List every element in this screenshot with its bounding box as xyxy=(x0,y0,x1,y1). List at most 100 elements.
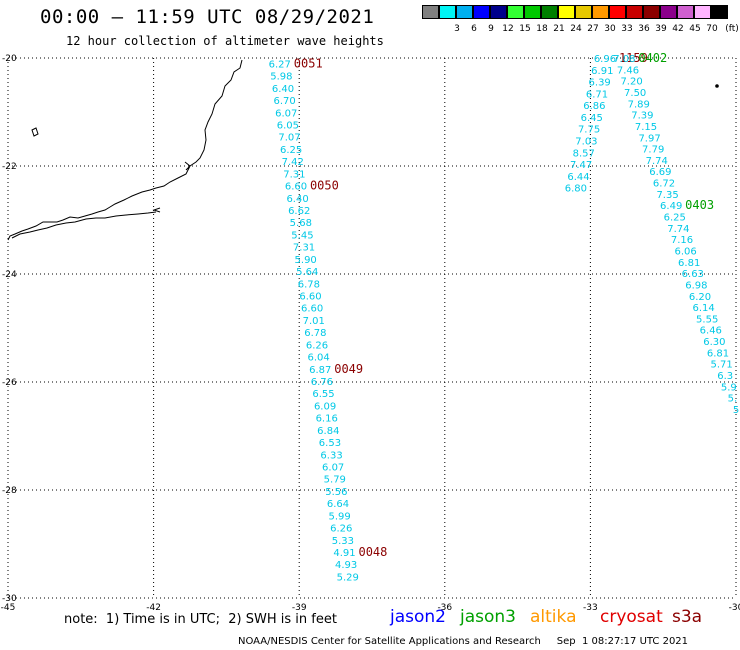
wave-height-value: 6.40 xyxy=(272,84,294,95)
wave-height-value: 7.15 xyxy=(635,122,657,133)
wave-height-value: 7.79 xyxy=(642,145,664,156)
wave-height-value: 6.30 xyxy=(703,337,725,348)
wave-height-value: 6.53 xyxy=(319,438,341,449)
wave-height-value: 6.20 xyxy=(689,292,711,303)
legend-swatch xyxy=(490,5,507,19)
lat-tick-label: -28 xyxy=(2,486,17,496)
legend-label: 36 xyxy=(638,24,650,34)
legend-label: 30 xyxy=(604,24,616,34)
wave-height-value: 6.55 xyxy=(312,389,334,400)
wave-height-value: 4.91 xyxy=(333,548,355,559)
wave-height-value: 5.45 xyxy=(291,230,313,241)
wave-height-value: 7.74 xyxy=(667,224,689,235)
legend-label: 45 xyxy=(689,24,701,34)
legend-label: 33 xyxy=(621,24,633,34)
pass-time-label: 0402 xyxy=(638,51,667,65)
wave-height-value: 6.78 xyxy=(298,279,320,290)
wave-height-value: 6.07 xyxy=(275,108,297,119)
wave-height-value: 6.84 xyxy=(317,426,339,437)
lat-tick-label: -24 xyxy=(2,270,17,280)
wave-height-value: 6.16 xyxy=(316,414,338,425)
wave-height-value: 6.04 xyxy=(307,353,329,364)
pass-time-label: 0403 xyxy=(685,198,714,212)
wave-height-value: 6.80 xyxy=(565,184,587,195)
legend-unit: (ft) xyxy=(725,24,739,34)
legend-swatch xyxy=(473,5,490,19)
wave-height-value: 6.49 xyxy=(660,201,682,212)
wave-height-value: 5.68 xyxy=(290,218,312,229)
wave-height-value: 6.63 xyxy=(682,269,704,280)
wave-height-value: 6.71 xyxy=(586,89,608,100)
wave-height-value: 7.03 xyxy=(575,136,597,147)
wave-height-value: 6.60 xyxy=(285,182,307,193)
wave-height-value: 6.44 xyxy=(567,172,589,183)
wave-height-value: 6.09 xyxy=(314,401,336,412)
wave-height-value: 6.25 xyxy=(280,145,302,156)
wave-height-value: 5.98 xyxy=(270,72,292,83)
wave-height-value: 5.79 xyxy=(324,475,346,486)
wave-height-value: 6.26 xyxy=(306,340,328,351)
legend-swatch xyxy=(643,5,660,19)
legend-label: 9 xyxy=(488,24,494,34)
wave-height-value: 6.14 xyxy=(692,303,714,314)
legend-label: 18 xyxy=(536,24,548,34)
wave-height-value: 7.89 xyxy=(628,99,650,110)
legend-label: 39 xyxy=(655,24,667,34)
legend-swatch xyxy=(558,5,575,19)
wave-height-value: 5.9 xyxy=(721,382,737,393)
wave-height-value: 7.39 xyxy=(631,111,653,122)
lat-tick-label: -30 xyxy=(2,594,17,604)
legend-swatch xyxy=(507,5,524,19)
legend-swatch xyxy=(524,5,541,19)
legend-swatch xyxy=(609,5,626,19)
lon-tick-label: -45 xyxy=(1,603,16,613)
legend-swatch xyxy=(660,5,677,19)
wave-height-value: 7.47 xyxy=(570,160,592,171)
legend-swatch xyxy=(422,5,439,19)
legend-label: 21 xyxy=(553,24,565,34)
pass-time-label: 0050 xyxy=(310,179,339,193)
wave-height-value: 6.27 xyxy=(269,59,291,70)
pass-time-label: 0051 xyxy=(294,56,323,70)
axis-labels: -45 -42 -39 -36 -33 -30 -20 -22 -24 -26 -28 -30 xyxy=(1,54,740,613)
wave-height-value: 8.57 xyxy=(573,148,595,159)
wave-height-value: 5.64 xyxy=(296,267,318,278)
satellite-jason2: jason2 xyxy=(390,607,446,627)
legend-swatch xyxy=(694,5,711,19)
pass-time-label: 0048 xyxy=(358,545,387,559)
lat-tick-label: -26 xyxy=(2,378,17,388)
wave-height-value: 7.42 xyxy=(282,157,304,168)
wave-height-value: 6.46 xyxy=(700,326,722,337)
wave-height-value: 6.96 xyxy=(594,54,616,65)
legend-swatch xyxy=(575,5,592,19)
wave-height-value: 7.31 xyxy=(283,169,305,180)
wave-height-value: 6.91 xyxy=(591,66,613,77)
wave-height-value: 6.05 xyxy=(277,120,299,131)
lon-tick-label: -30 xyxy=(729,603,740,613)
legend-label: 3 xyxy=(454,24,460,34)
wave-height-value: 6.25 xyxy=(664,213,686,224)
legend-swatch xyxy=(541,5,558,19)
wave-height-value: 7.46 xyxy=(617,65,639,76)
wave-height-value: 6.40 xyxy=(286,194,308,205)
credit-line: NOAA/NESDIS Center for Satellite Applica… xyxy=(238,636,689,647)
legend-swatch xyxy=(626,5,643,19)
wave-height-value: 7.50 xyxy=(624,88,646,99)
wave-height-value: 7.75 xyxy=(578,125,600,136)
legend-swatch xyxy=(592,5,609,19)
legend-swatch xyxy=(439,5,456,19)
wave-height-value: 7.35 xyxy=(656,190,678,201)
wave-height-value: 7.07 xyxy=(278,133,300,144)
legend-label: 12 xyxy=(502,24,514,34)
satellite-jason3: jason3 xyxy=(460,607,516,627)
wave-height-value: 7.97 xyxy=(638,133,660,144)
legend-label: 24 xyxy=(570,24,582,34)
lon-tick-label: -39 xyxy=(292,603,307,613)
wave-height-value: 5.99 xyxy=(329,511,351,522)
map-grid xyxy=(7,57,737,599)
wave-height-value: 6.81 xyxy=(678,258,700,269)
wave-height-value: 5.33 xyxy=(332,536,354,547)
wave-height-value: 5.90 xyxy=(295,255,317,266)
wave-height-value: 6.87 xyxy=(309,365,331,376)
